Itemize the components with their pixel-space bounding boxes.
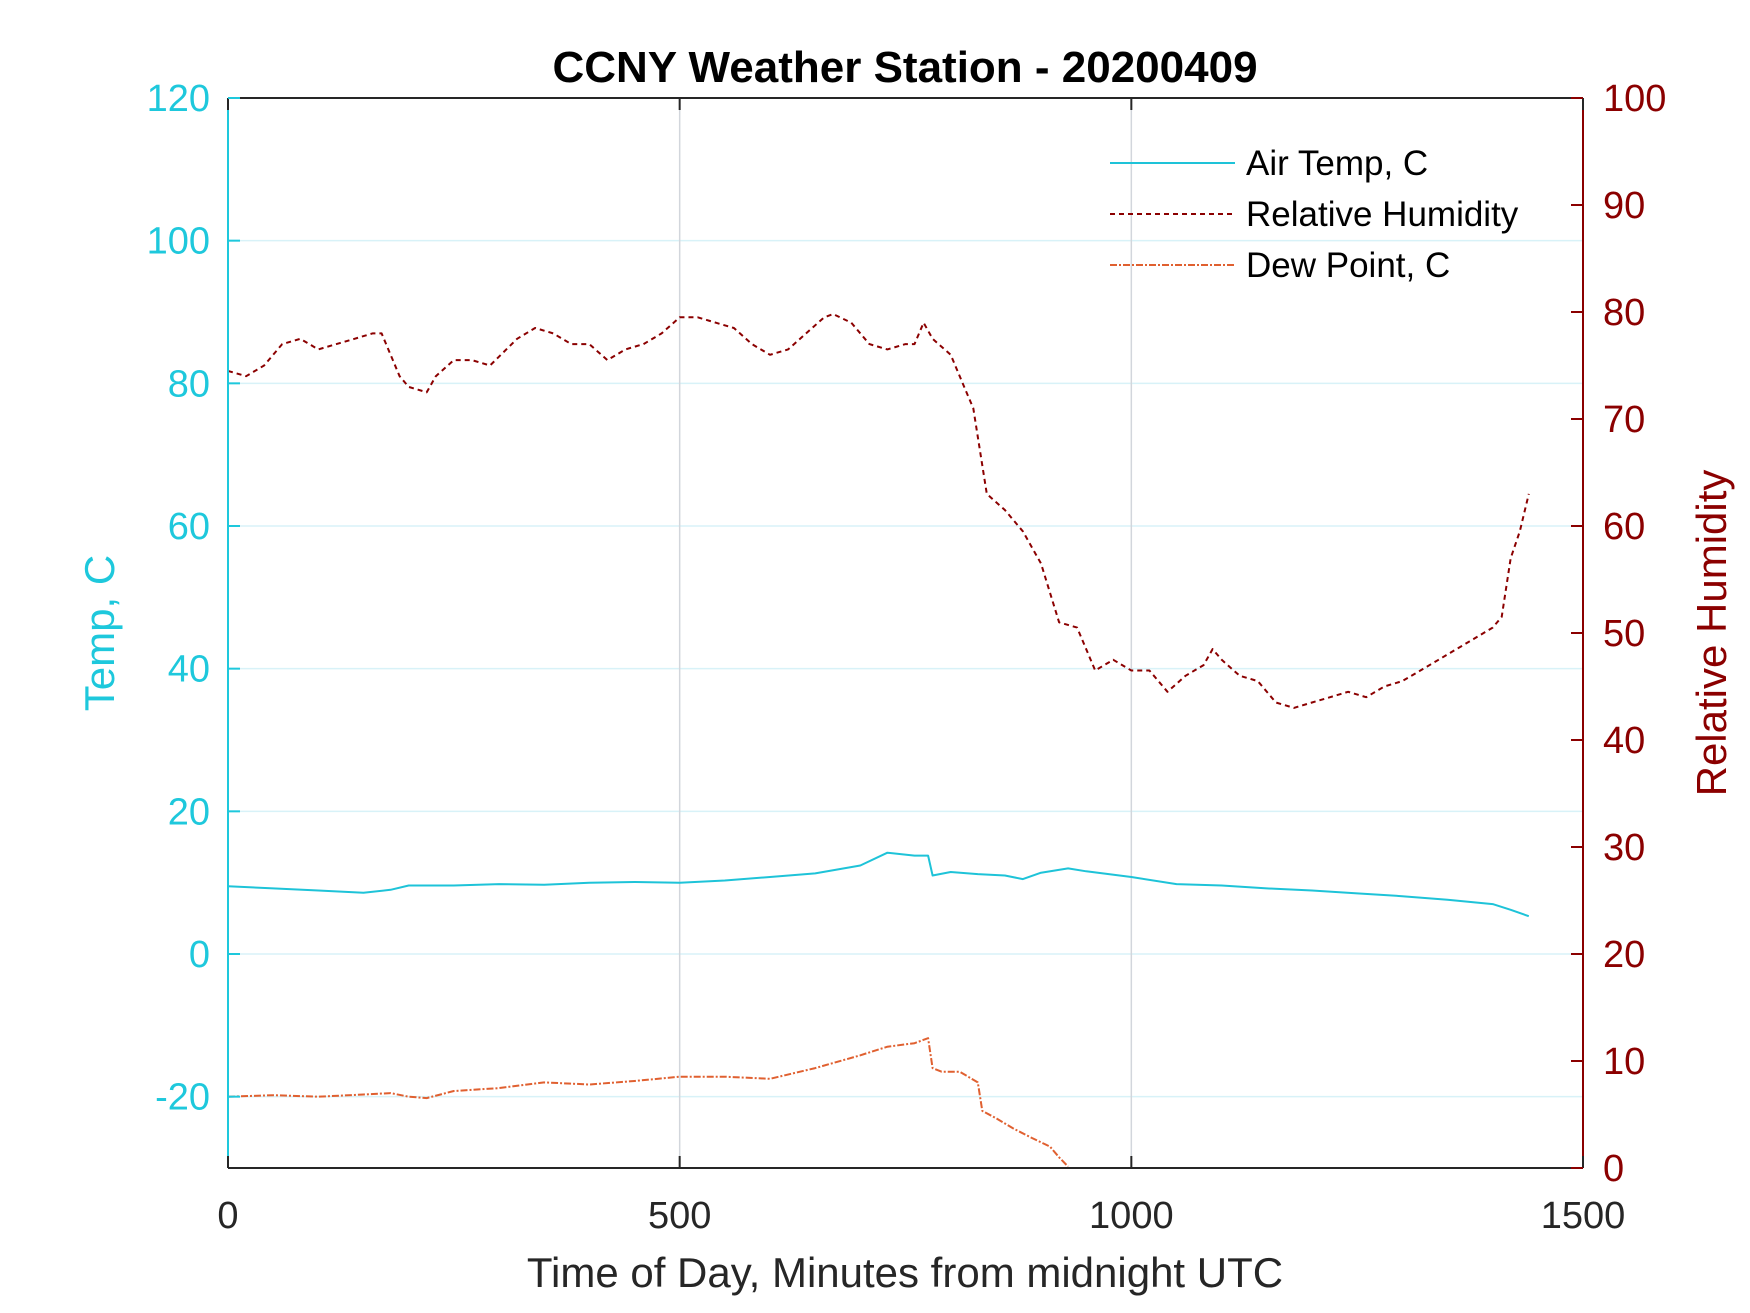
x-tick-label: 1000 [1089,1195,1174,1237]
grid [228,97,1583,1168]
y-right-tick-label: 50 [1603,613,1645,655]
y-right-tick-label: 60 [1603,506,1645,548]
series-line-2 [228,1037,1069,1168]
chart-title: CCNY Weather Station - 20200409 [552,43,1257,92]
y-left-tick-label: -20 [155,1077,210,1119]
legend: Air Temp, C Relative Humidity Dew Point, C [1110,144,1519,285]
y-left-tick-label: 0 [189,934,210,976]
y-axis-left-label: Temp, C [76,555,123,711]
y-right-tick-label: 80 [1603,292,1645,334]
y-right-tick-label: 10 [1603,1041,1645,1083]
y-left-tick-label: 120 [147,78,210,120]
y-left-tick-label: 100 [147,221,210,263]
y-left-tick-label: 60 [168,506,210,548]
x-tick-label: 1500 [1541,1195,1626,1237]
y-right-tick-label: 100 [1603,78,1666,120]
axes: 0 500 1000 1500120100806040200-201009080706… [147,78,1667,1237]
series-line-0 [228,851,1530,918]
x-tick-label: 0 [217,1195,238,1237]
legend-label-0: Air Temp, C [1246,144,1428,183]
y-right-tick-label: 20 [1603,934,1645,976]
y-right-tick-label: 40 [1603,720,1645,762]
plot-lines [228,313,1530,1168]
legend-label-1: Relative Humidity [1246,195,1519,234]
legend-label-2: Dew Point, C [1246,246,1450,285]
y-right-tick-label: 30 [1603,827,1645,869]
y-right-tick-label: 70 [1603,399,1645,441]
y-left-tick-label: 20 [168,791,210,833]
series-line-1 [228,313,1530,709]
y-left-tick-label: 80 [168,363,210,405]
y-right-tick-label: 0 [1603,1148,1624,1190]
y-left-tick-label: 40 [168,649,210,691]
x-axis-label: Time of Day, Minutes from midnight UTC [527,1249,1283,1296]
y-axis-right-label: Relative Humidity [1688,470,1735,797]
y-right-tick-label: 90 [1603,185,1645,227]
x-tick-label: 500 [648,1195,711,1237]
